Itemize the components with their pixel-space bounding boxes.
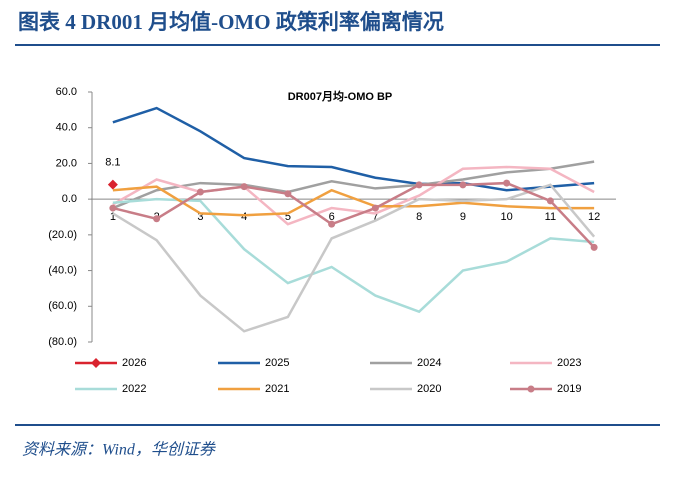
y-tick-label: (20.0) [48, 229, 77, 241]
point [415, 181, 423, 189]
point [590, 243, 598, 251]
legend-label: 2026 [122, 357, 146, 369]
point [91, 358, 101, 368]
y-tick-label: (80.0) [48, 336, 77, 348]
legend-label: 2019 [557, 383, 581, 395]
point [240, 183, 248, 191]
x-tick-label: 7 [372, 211, 378, 223]
line [112, 185, 595, 217]
y-tick-label: 40.0 [56, 122, 77, 134]
line [112, 106, 595, 192]
point [328, 220, 336, 228]
x-tick-label: 6 [329, 211, 335, 223]
point [196, 188, 204, 196]
x-tick-label: 8 [416, 211, 422, 223]
point [109, 204, 117, 212]
x-tick-label: 11 [545, 211, 556, 223]
x-tick-label: 5 [285, 211, 291, 223]
legend-label: 2024 [417, 357, 441, 369]
line [112, 165, 595, 226]
point [546, 197, 554, 205]
legend-label: 2021 [265, 383, 289, 395]
y-tick-label: (60.0) [48, 300, 77, 312]
x-tick-label: 10 [501, 211, 513, 223]
point [459, 181, 467, 189]
x-tick-label: 9 [460, 211, 466, 223]
point [107, 179, 118, 190]
data-label: 8.1 [105, 157, 120, 169]
point [503, 179, 511, 187]
source: 资料来源：Wind，华创证券 [22, 441, 217, 459]
point [527, 385, 535, 393]
line [112, 181, 596, 249]
legend-label: 2023 [557, 357, 581, 369]
x-tick-label: 4 [241, 211, 247, 223]
line [112, 183, 596, 333]
line [112, 197, 595, 314]
y-tick-label: 0.0 [62, 193, 77, 205]
point [153, 215, 161, 223]
y-tick-label: 60.0 [56, 86, 77, 98]
chart-title: DR007月均-OMO BP [288, 89, 393, 103]
legend-label: 2025 [265, 357, 289, 369]
x-tick-label: 1 [110, 211, 116, 223]
line [112, 160, 595, 210]
point [371, 204, 379, 212]
x-tick-label: 3 [197, 211, 203, 223]
legend-label: 2022 [122, 383, 146, 395]
point [284, 190, 292, 198]
y-tick-label: 20.0 [56, 157, 77, 169]
x-tick-label: 12 [588, 211, 600, 223]
legend-label: 2020 [417, 383, 441, 395]
y-tick-label: (40.0) [48, 264, 77, 276]
figure-title: 图表 4 DR001 月均值-OMO 政策利率偏离情况 [18, 10, 444, 34]
